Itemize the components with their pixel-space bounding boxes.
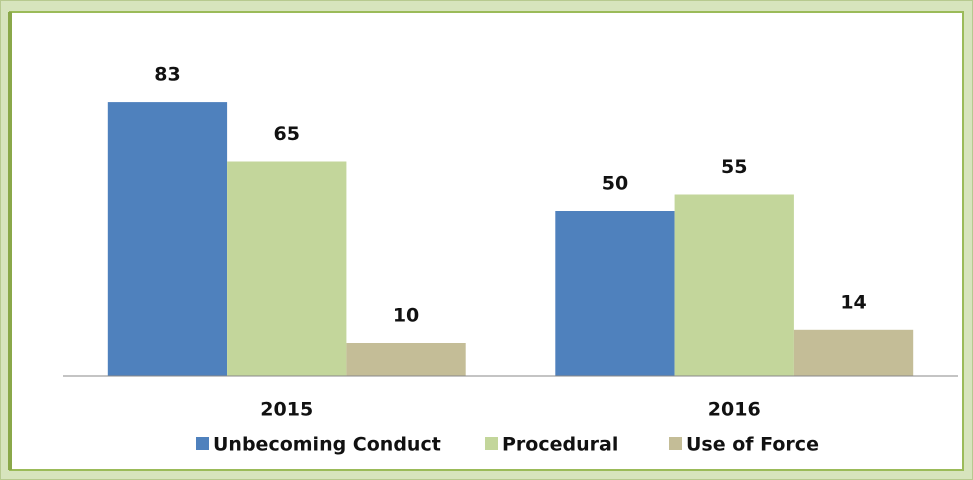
legend-label: Unbecoming Conduct: [213, 434, 441, 456]
x-tick-label: 2016: [708, 399, 761, 421]
bar: [793, 329, 914, 376]
data-label: 14: [840, 291, 866, 313]
legend-label: Procedural: [502, 434, 618, 456]
legend-swatch: [485, 437, 498, 450]
bar: [555, 211, 675, 376]
legend-label: Use of Force: [686, 434, 819, 456]
bar: [107, 102, 228, 376]
data-label: 83: [154, 64, 180, 86]
data-label: 65: [274, 123, 300, 145]
bar: [674, 194, 794, 376]
x-tick-label: 2015: [260, 399, 313, 421]
bar: [346, 343, 466, 376]
data-label: 55: [721, 156, 747, 178]
legend-swatch: [196, 437, 209, 450]
frame-edge: [8, 12, 12, 470]
bar: [227, 161, 347, 376]
legend-swatch: [669, 437, 682, 450]
data-label: 10: [393, 305, 419, 327]
data-label: 50: [602, 173, 628, 195]
